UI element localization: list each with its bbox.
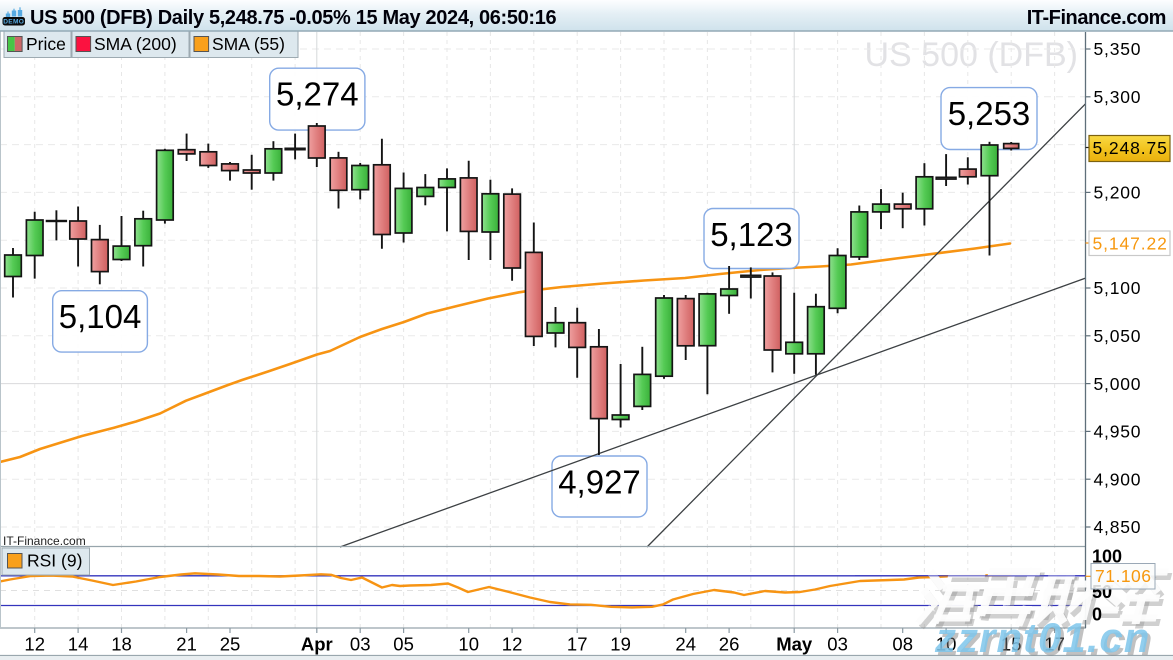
svg-text:14: 14 xyxy=(68,634,89,655)
svg-text:4,927: 4,927 xyxy=(558,464,641,501)
svg-text:RSI (9): RSI (9) xyxy=(27,551,82,571)
svg-text:5,000: 5,000 xyxy=(1094,374,1142,394)
svg-text:26: 26 xyxy=(719,634,740,655)
svg-text:SMA (200): SMA (200) xyxy=(94,34,177,54)
svg-text:5,100: 5,100 xyxy=(1094,278,1142,298)
svg-text:5,253: 5,253 xyxy=(948,95,1031,132)
svg-text:17: 17 xyxy=(1044,634,1065,655)
svg-text:Price: Price xyxy=(26,34,66,54)
svg-text:5,200: 5,200 xyxy=(1094,183,1142,203)
svg-text:4,850: 4,850 xyxy=(1094,517,1142,537)
svg-text:12: 12 xyxy=(502,634,523,655)
svg-text:4,900: 4,900 xyxy=(1094,469,1142,489)
svg-text:71.106: 71.106 xyxy=(1095,566,1152,586)
svg-text:10: 10 xyxy=(458,634,479,655)
svg-text:5,104: 5,104 xyxy=(59,298,142,335)
svg-text:US 500 (DFB) Daily 5,248.75 -0: US 500 (DFB) Daily 5,248.75 -0.05% 15 Ma… xyxy=(30,7,556,29)
svg-text:zzrnt01.cn: zzrnt01.cn xyxy=(937,617,1153,660)
svg-text:5,248.75: 5,248.75 xyxy=(1093,138,1168,158)
svg-text:24: 24 xyxy=(675,634,696,655)
svg-text:10: 10 xyxy=(936,634,957,655)
svg-text:19: 19 xyxy=(610,634,631,655)
svg-text:100: 100 xyxy=(1092,547,1122,567)
svg-text:SMA (55): SMA (55) xyxy=(212,34,285,54)
svg-text:5,274: 5,274 xyxy=(276,76,359,113)
svg-text:5,050: 5,050 xyxy=(1094,326,1142,346)
svg-text:US 500 (DFB): US 500 (DFB) xyxy=(865,36,1079,74)
svg-text:Apr: Apr xyxy=(301,634,333,655)
svg-text:15: 15 xyxy=(1001,634,1022,655)
svg-text:17: 17 xyxy=(567,634,588,655)
svg-text:5,123: 5,123 xyxy=(710,216,793,253)
svg-text:03: 03 xyxy=(827,634,848,655)
svg-text:12: 12 xyxy=(24,634,45,655)
svg-text:DEMO: DEMO xyxy=(3,19,24,26)
svg-text:May: May xyxy=(776,634,813,655)
svg-text:03: 03 xyxy=(350,634,371,655)
svg-text:05: 05 xyxy=(393,634,414,655)
svg-text:18: 18 xyxy=(111,634,132,655)
svg-text:5,147.22: 5,147.22 xyxy=(1093,234,1168,254)
svg-text:25: 25 xyxy=(220,634,241,655)
svg-text:08: 08 xyxy=(892,634,913,655)
svg-text:5,300: 5,300 xyxy=(1094,87,1142,107)
svg-text:21: 21 xyxy=(176,634,197,655)
svg-text:0: 0 xyxy=(1092,605,1102,625)
svg-text:zzrnt01.cn: zzrnt01.cn xyxy=(934,614,1150,660)
svg-text:IT-Finance.com: IT-Finance.com xyxy=(1027,7,1166,29)
svg-text:5,350: 5,350 xyxy=(1094,39,1142,59)
svg-text:4,950: 4,950 xyxy=(1094,422,1142,442)
svg-text:IT-Finance.com: IT-Finance.com xyxy=(3,534,86,548)
